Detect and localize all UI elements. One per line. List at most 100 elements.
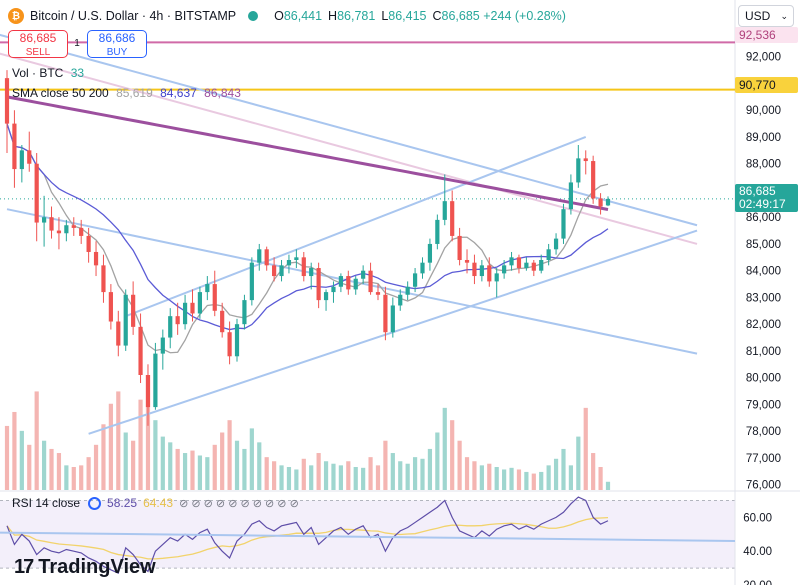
- price-axis-label: 88,000: [746, 159, 781, 171]
- candle-body: [56, 230, 62, 234]
- volume-bar: [553, 458, 559, 490]
- candle-body: [591, 161, 596, 199]
- candle-body: [412, 273, 418, 287]
- candle-body: [405, 286, 410, 295]
- candle-body: [212, 284, 217, 311]
- candle-body: [279, 265, 284, 277]
- volume-bar: [71, 467, 76, 490]
- candle-body: [568, 182, 574, 210]
- candle-body: [145, 375, 151, 408]
- price-axis-label: 84,000: [746, 266, 781, 278]
- rsi-line: [6, 496, 609, 574]
- volume-bar: [27, 444, 32, 490]
- volume-bar: [494, 467, 499, 490]
- candle-body: [539, 260, 544, 271]
- candle-body: [598, 198, 603, 207]
- sell-price: 86,685: [19, 31, 57, 45]
- candle-body: [49, 217, 54, 231]
- price-axis-label: 81,000: [746, 346, 781, 358]
- candle-body: [346, 276, 351, 290]
- sma-legend-name: SMA close 50 200: [12, 86, 109, 100]
- volume-bar: [257, 442, 262, 490]
- candle-body: [12, 123, 17, 170]
- candle-body: [502, 265, 507, 274]
- volume-bar: [561, 448, 566, 490]
- candle-body: [4, 78, 10, 124]
- candle-body: [361, 270, 366, 279]
- volume-bar: [131, 440, 136, 490]
- volume-bar: [123, 432, 128, 490]
- trendline: [6, 208, 698, 355]
- candle-body: [368, 270, 373, 293]
- volume-bar: [93, 444, 99, 490]
- rsi-trendline: [0, 531, 736, 543]
- trendline: [125, 136, 587, 318]
- price-axis-label: 76,000: [746, 480, 781, 492]
- volume-legend-value: 33: [70, 66, 85, 80]
- volume-bar: [64, 465, 69, 490]
- candle-body: [257, 249, 262, 263]
- sma-legend-value-1: 85,619: [116, 86, 153, 100]
- buy-button[interactable]: 86,686 BUY: [87, 30, 147, 58]
- candle-body: [116, 321, 121, 346]
- chevron-down-icon: ⌄: [780, 11, 788, 21]
- upper-line-price-label: 92,536: [735, 27, 798, 43]
- candle-body: [487, 265, 492, 282]
- volume-bar: [101, 424, 106, 490]
- candle-body: [79, 227, 84, 236]
- sell-label: SELL: [25, 47, 51, 58]
- volume-bar: [361, 467, 366, 490]
- candle-body: [561, 209, 566, 239]
- rsi-empty-values: ⊘ ⊘ ⊘ ⊘ ⊘ ⊘ ⊘ ⊘ ⊘ ⊘: [179, 497, 299, 510]
- volume-bar: [323, 461, 329, 490]
- rsi-ma-value: 64.43: [143, 496, 174, 510]
- candle-body: [435, 219, 440, 244]
- volume-bar: [220, 432, 225, 490]
- sma-short-line: [6, 123, 609, 354]
- candle-body: [420, 262, 425, 274]
- volume-bar: [160, 436, 165, 490]
- candle-body: [220, 310, 225, 333]
- volume-bar: [4, 425, 10, 490]
- price-axis-label: 80,000: [746, 373, 781, 385]
- sma-mid-line: [6, 123, 609, 331]
- candle-body: [227, 332, 232, 357]
- candle-body: [427, 243, 433, 263]
- volume-bar: [405, 463, 410, 490]
- volume-bar: [546, 465, 551, 490]
- buy-label: BUY: [106, 47, 128, 58]
- currency-select[interactable]: USD ⌄: [738, 5, 794, 27]
- volume-bar: [34, 391, 39, 490]
- ohlc-low: L86,415: [381, 9, 427, 23]
- volume-legend[interactable]: Vol · BTC 33: [12, 66, 88, 80]
- volume-bar: [442, 407, 447, 490]
- volume-bar: [56, 453, 62, 490]
- volume-bar: [531, 473, 536, 490]
- price-axis-label: 85,000: [746, 239, 781, 251]
- sell-button[interactable]: 86,685 SELL: [8, 30, 68, 58]
- volume-bar: [427, 448, 433, 490]
- volume-bar: [19, 430, 24, 490]
- candle-body: [472, 262, 477, 277]
- volume-bar: [145, 375, 151, 490]
- volume-bar: [509, 467, 514, 490]
- volume-bar: [502, 469, 507, 490]
- candle-body: [138, 326, 143, 375]
- candle-body: [457, 235, 462, 260]
- spread-value: 1: [74, 38, 80, 49]
- rsi-legend[interactable]: RSI 14 close 58.25 64.43 ⊘ ⊘ ⊘ ⊘ ⊘ ⊘ ⊘ ⊘…: [12, 496, 299, 510]
- volume-bar: [487, 463, 492, 490]
- candle-body: [234, 324, 240, 357]
- candle-body: [375, 292, 381, 295]
- candle-body: [242, 300, 247, 325]
- candle-body: [19, 150, 24, 170]
- candle-body: [516, 257, 522, 269]
- rsi-axis-label: 60.00: [743, 512, 772, 524]
- volume-bar: [398, 461, 403, 490]
- sma-legend[interactable]: SMA close 50 200 85,619 84,637 86,843: [12, 86, 245, 100]
- volume-bar: [79, 465, 84, 490]
- symbol-title[interactable]: Bitcoin / U.S. Dollar · 4h · BITSTAMP: [30, 9, 237, 23]
- rsi-source-icon: [88, 496, 102, 510]
- volume-bar: [420, 458, 425, 490]
